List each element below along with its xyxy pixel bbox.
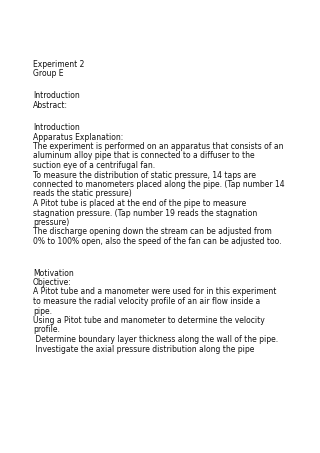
Text: stagnation pressure. (Tap number 19 reads the stagnation: stagnation pressure. (Tap number 19 read… — [33, 208, 257, 217]
Text: Using a Pitot tube and manometer to determine the velocity: Using a Pitot tube and manometer to dete… — [33, 316, 265, 325]
Text: Motivation: Motivation — [33, 269, 74, 278]
Text: to measure the radial velocity profile of an air flow inside a: to measure the radial velocity profile o… — [33, 297, 260, 306]
Text: Objective:: Objective: — [33, 278, 72, 287]
Text: pressure): pressure) — [33, 218, 69, 227]
Text: The discharge opening down the stream can be adjusted from: The discharge opening down the stream ca… — [33, 227, 272, 236]
Text: Investigate the axial pressure distribution along the pipe: Investigate the axial pressure distribut… — [33, 344, 254, 353]
Text: A Pitot tube is placed at the end of the pipe to measure: A Pitot tube is placed at the end of the… — [33, 199, 246, 208]
Text: Introduction: Introduction — [33, 92, 80, 101]
Text: aluminum alloy pipe that is connected to a diffuser to the: aluminum alloy pipe that is connected to… — [33, 151, 255, 160]
Text: Experiment 2: Experiment 2 — [33, 60, 84, 69]
Text: reads the static pressure): reads the static pressure) — [33, 189, 132, 198]
Text: 0% to 100% open, also the speed of the fan can be adjusted too.: 0% to 100% open, also the speed of the f… — [33, 237, 282, 246]
Text: Group E: Group E — [33, 69, 63, 78]
Text: suction eye of a centrifugal fan.: suction eye of a centrifugal fan. — [33, 161, 155, 170]
Text: Introduction: Introduction — [33, 123, 80, 132]
Text: connected to manometers placed along the pipe. (Tap number 14: connected to manometers placed along the… — [33, 180, 284, 189]
Text: Abstract:: Abstract: — [33, 101, 68, 110]
Text: The experiment is performed on an apparatus that consists of an: The experiment is performed on an appara… — [33, 142, 284, 151]
Text: A Pitot tube and a manometer were used for in this experiment: A Pitot tube and a manometer were used f… — [33, 288, 276, 297]
Text: Apparatus Explanation:: Apparatus Explanation: — [33, 132, 123, 141]
Text: To measure the distribution of static pressure, 14 taps are: To measure the distribution of static pr… — [33, 170, 256, 179]
Text: profile.: profile. — [33, 326, 60, 334]
Text: pipe.: pipe. — [33, 307, 52, 315]
Text: Determine boundary layer thickness along the wall of the pipe.: Determine boundary layer thickness along… — [33, 335, 278, 344]
